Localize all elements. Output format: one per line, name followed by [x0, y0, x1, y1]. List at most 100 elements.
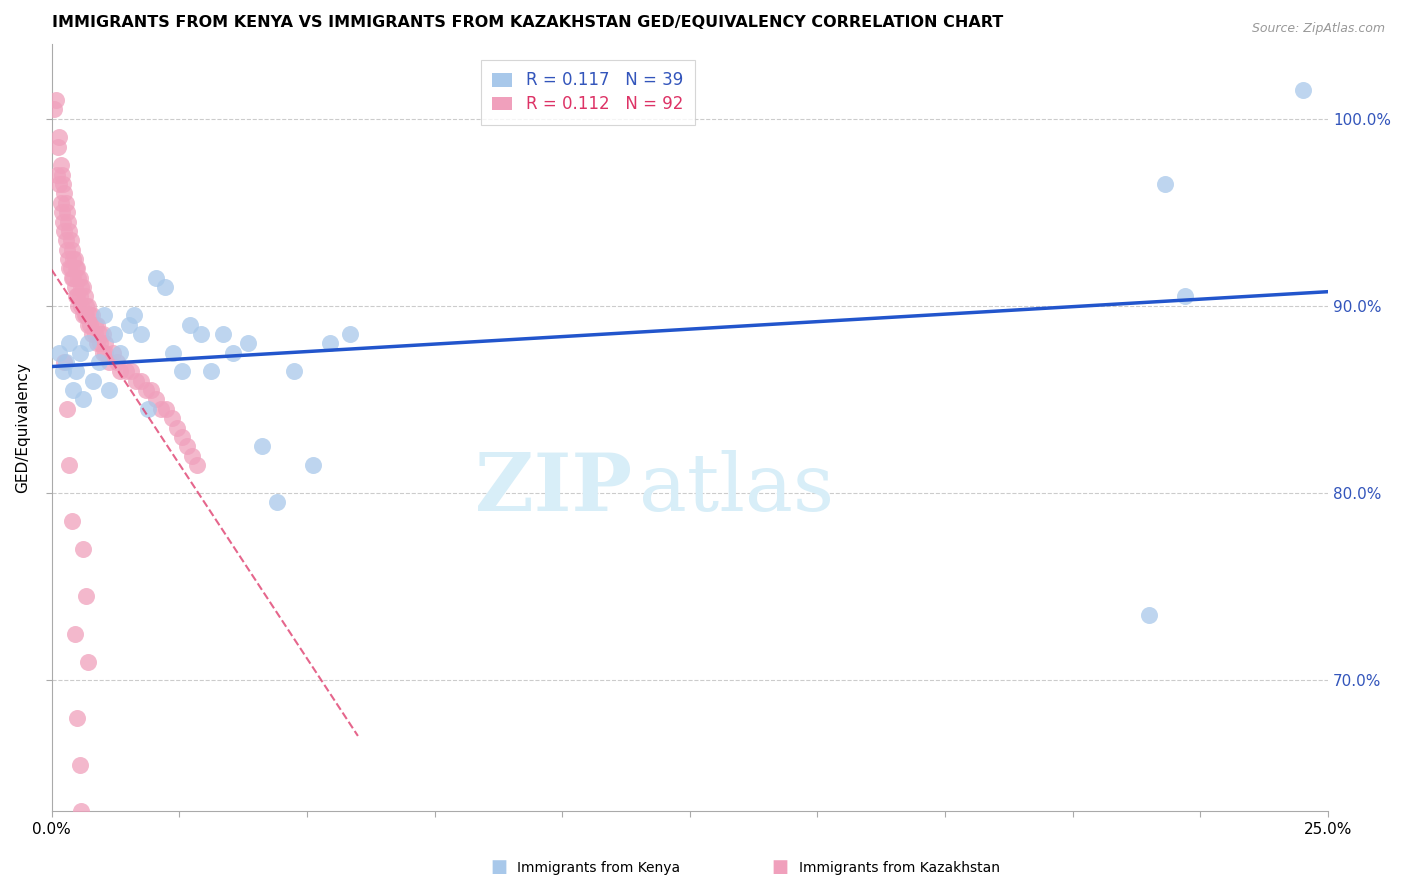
Point: [190, 326, 212, 341]
Point: [155, 401, 177, 416]
Point: [105, 355, 128, 369]
Point: [250, 439, 273, 453]
Point: [58, 458, 80, 472]
Point: [70, 805, 93, 819]
Point: [110, 364, 132, 378]
Point: [73, 308, 96, 322]
Point: [283, 364, 305, 378]
Point: [181, 449, 204, 463]
Point: [56, 252, 79, 266]
Point: [56, 214, 79, 228]
Point: [1174, 289, 1197, 303]
Point: [97, 355, 120, 369]
Point: [58, 261, 80, 276]
Text: Immigrants from Kenya: Immigrants from Kenya: [517, 862, 681, 875]
Point: [69, 270, 91, 285]
Point: [72, 542, 94, 557]
Point: [93, 308, 115, 322]
Point: [150, 401, 173, 416]
Point: [319, 336, 342, 351]
Point: [136, 401, 159, 416]
Point: [179, 318, 201, 332]
Point: [55, 195, 77, 210]
Point: [211, 326, 233, 341]
Point: [45, 93, 67, 107]
Point: [79, 318, 101, 332]
Point: [53, 224, 76, 238]
Point: [48, 345, 70, 359]
Point: [73, 289, 96, 303]
Point: [45, 168, 67, 182]
Point: [42, 102, 65, 116]
Text: ■: ■: [491, 858, 508, 876]
Point: [60, 270, 83, 285]
Point: [63, 626, 86, 640]
Text: IMMIGRANTS FROM KENYA VS IMMIGRANTS FROM KAZAKHSTAN GED/EQUIVALENCY CORRELATION : IMMIGRANTS FROM KENYA VS IMMIGRANTS FROM…: [52, 15, 1002, 30]
Point: [302, 458, 325, 472]
Point: [139, 383, 162, 397]
Point: [170, 430, 193, 444]
Point: [67, 270, 90, 285]
Point: [52, 364, 75, 378]
Point: [70, 280, 93, 294]
Point: [63, 252, 86, 266]
Point: [65, 261, 87, 276]
Point: [60, 514, 83, 528]
Point: [75, 308, 97, 322]
Point: [56, 243, 79, 257]
Point: [122, 308, 145, 322]
Point: [52, 177, 75, 191]
Point: [63, 280, 86, 294]
Point: [75, 589, 97, 603]
Point: [82, 326, 104, 341]
Point: [1291, 83, 1313, 97]
Text: ■: ■: [772, 858, 789, 876]
Point: [129, 326, 152, 341]
Text: ZIP: ZIP: [475, 450, 633, 528]
Point: [56, 205, 79, 219]
Point: [110, 345, 132, 359]
Point: [94, 336, 117, 351]
Point: [51, 168, 73, 182]
Point: [62, 270, 84, 285]
Point: [52, 214, 75, 228]
Point: [1153, 177, 1175, 191]
Point: [49, 195, 72, 210]
Point: [86, 318, 108, 332]
Point: [53, 355, 76, 369]
Point: [129, 374, 152, 388]
Text: Source: ZipAtlas.com: Source: ZipAtlas.com: [1251, 22, 1385, 36]
Point: [236, 336, 259, 351]
Point: [339, 326, 361, 341]
Point: [65, 364, 87, 378]
Point: [91, 345, 114, 359]
Point: [77, 336, 100, 351]
Point: [72, 308, 94, 322]
Point: [89, 326, 111, 341]
Point: [69, 757, 91, 772]
Point: [59, 233, 82, 247]
Point: [75, 299, 97, 313]
Point: [153, 280, 176, 294]
Point: [60, 243, 83, 257]
Point: [222, 345, 245, 359]
Point: [1139, 607, 1161, 622]
Point: [176, 439, 198, 453]
Point: [70, 299, 93, 313]
Point: [48, 130, 70, 145]
Text: Immigrants from Kazakhstan: Immigrants from Kazakhstan: [799, 862, 1000, 875]
Point: [266, 495, 288, 509]
Point: [84, 326, 107, 341]
Point: [77, 299, 100, 313]
Point: [58, 224, 80, 238]
Point: [97, 383, 120, 397]
Point: [77, 318, 100, 332]
Point: [145, 270, 167, 285]
Point: [162, 345, 184, 359]
Point: [145, 392, 167, 407]
Point: [101, 345, 124, 359]
Point: [72, 280, 94, 294]
Point: [67, 299, 90, 313]
Point: [89, 336, 111, 351]
Point: [160, 411, 183, 425]
